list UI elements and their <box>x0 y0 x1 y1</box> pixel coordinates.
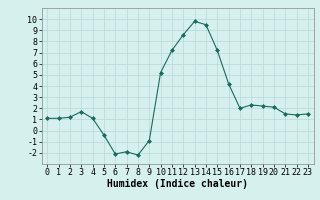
X-axis label: Humidex (Indice chaleur): Humidex (Indice chaleur) <box>107 179 248 189</box>
